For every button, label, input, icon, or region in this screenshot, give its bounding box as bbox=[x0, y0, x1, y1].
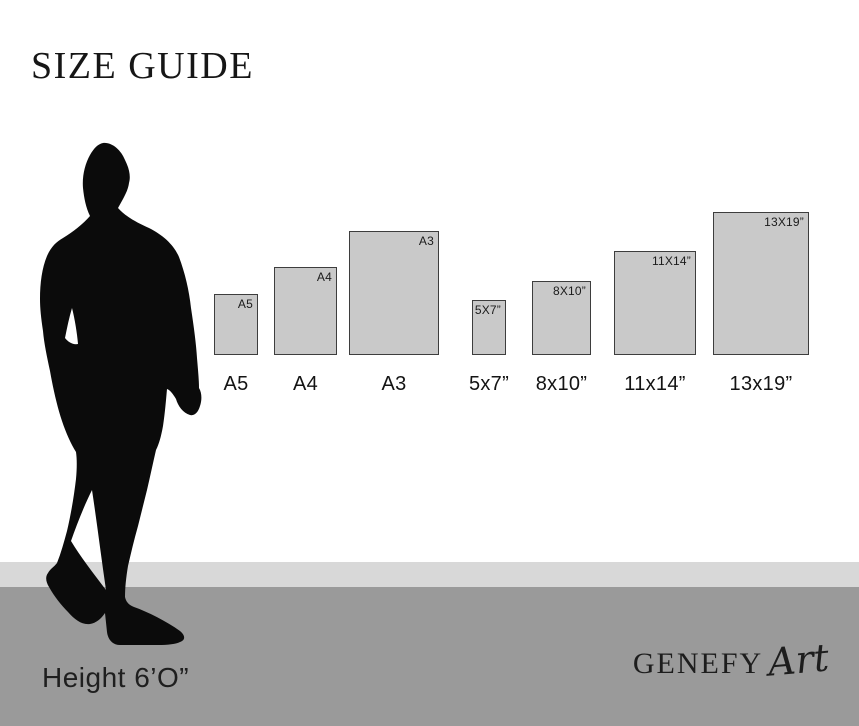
size-caption: A5 bbox=[223, 373, 249, 395]
brand-script-word: Art bbox=[766, 635, 831, 685]
size-caption: 11x14” bbox=[624, 373, 686, 395]
size-box-label: 5X7” bbox=[474, 303, 501, 317]
size-box-label: 13X19” bbox=[764, 215, 804, 229]
brand-logo: GENEFYArt bbox=[626, 635, 836, 685]
size-box: A5 bbox=[214, 294, 258, 355]
size-caption: 8x10” bbox=[535, 373, 588, 395]
size-box-label: A3 bbox=[418, 234, 434, 248]
size-box-label: A4 bbox=[316, 270, 332, 284]
page-title: SIZE GUIDE bbox=[31, 45, 254, 87]
size-box: 13X19” bbox=[713, 212, 809, 355]
size-box: 11X14” bbox=[614, 251, 696, 355]
size-caption: 5x7” bbox=[468, 373, 510, 395]
size-box: A3 bbox=[349, 231, 439, 355]
size-box-label: 11X14” bbox=[651, 254, 691, 268]
size-box-label: A5 bbox=[237, 297, 253, 311]
size-box: A4 bbox=[274, 267, 337, 355]
floor-band-dark bbox=[0, 587, 859, 726]
size-caption: A3 bbox=[381, 373, 407, 395]
man-silhouette-icon bbox=[40, 142, 202, 646]
size-caption: A4 bbox=[292, 373, 319, 395]
size-box: 5X7” bbox=[472, 300, 506, 355]
height-label: Height 6’O” bbox=[42, 662, 190, 693]
floor-band-light bbox=[0, 562, 859, 587]
size-box-label: 8X10” bbox=[552, 284, 586, 298]
size-caption: 13x19” bbox=[729, 373, 793, 395]
size-box: 8X10” bbox=[532, 281, 591, 355]
brand-name: GENEFY bbox=[632, 647, 764, 680]
